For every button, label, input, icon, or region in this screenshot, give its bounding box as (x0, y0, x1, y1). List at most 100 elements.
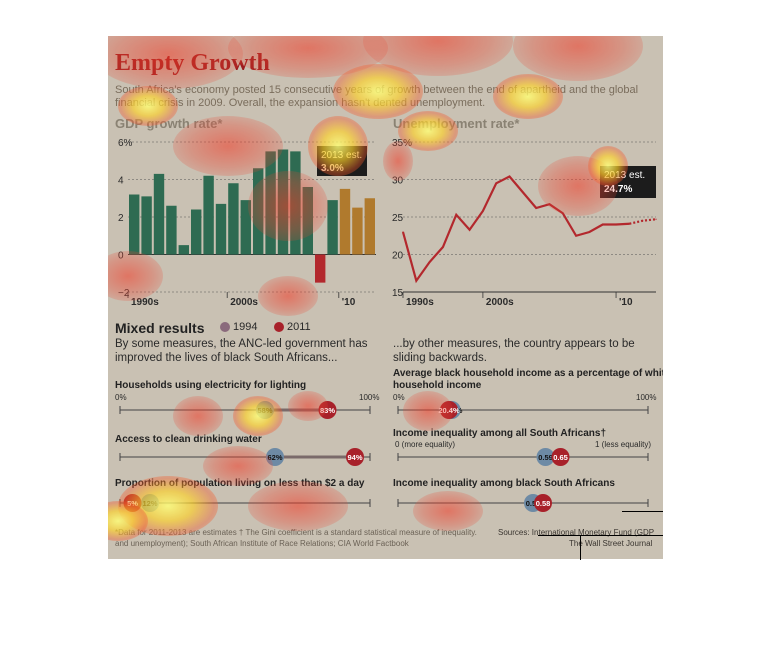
gdp-bar (228, 183, 239, 255)
unemployment-x-tick-label: '10 (619, 297, 633, 308)
unemployment-y-tick-label: 15 (392, 288, 404, 299)
unemployment-annotation-line-1: 2013 est. (604, 170, 645, 181)
gdp-y-tick-label: 0 (118, 251, 124, 262)
unemployment-y-tick-label: 35% (392, 138, 412, 149)
metric-gini-all-dot-1994 (536, 448, 555, 466)
gdp-bar (265, 151, 276, 255)
gdp-x-tick-label: 1990s (131, 297, 159, 308)
metric-gini-black-dot-2011 (534, 494, 552, 512)
credit-text: The Wall Street Journal (569, 539, 653, 548)
gdp-bar (253, 168, 264, 255)
unemployment-point (455, 214, 457, 216)
gdp-bar (277, 149, 289, 255)
gdp-bar (153, 173, 165, 255)
unemployment-point (402, 231, 404, 233)
right-intro-line-2: sliding backwards. (393, 352, 487, 364)
metric-gini-all-value-1994: 0.59 (538, 453, 553, 462)
footnote-line-1: *Data for 2011-2013 are estimates † The … (115, 528, 477, 537)
metric-gini-black-value-2011: 0.58 (536, 499, 551, 508)
metric-poverty-value-1994: 12% (142, 499, 157, 508)
metric-poverty-value-2011: 5% (127, 499, 138, 508)
unemployment-point (482, 210, 484, 212)
gdp-annotation-line-2: 3.0% (321, 163, 344, 174)
metric-water-value-2011: 94% (347, 453, 362, 462)
gdp-bar (203, 175, 214, 255)
crop-mark-top (622, 511, 663, 512)
gdp-bar (290, 151, 301, 255)
page-title: Empty Growth (115, 50, 270, 76)
unemployment-x-tick-label: 2000s (486, 297, 514, 308)
gdp-bar (352, 207, 363, 255)
unemployment-point (575, 235, 577, 237)
legend-2011-swatch (274, 322, 284, 332)
gdp-bar (178, 245, 189, 255)
metric-water-label: Access to clean drinking water (115, 434, 262, 445)
metric-gini-all-dot-2011 (551, 448, 570, 466)
unemployment-point (588, 231, 591, 233)
legend-1994-label: 1994 (233, 321, 258, 333)
unemployment-point (522, 191, 524, 193)
gdp-y-tick-label: 4 (118, 176, 124, 187)
unemployment-point (655, 218, 657, 220)
metric-income-ratio-value-2011: 20.4% (438, 406, 460, 415)
gdp-bar (339, 188, 351, 255)
sources-text: Sources: International Monetary Fund (GD… (498, 528, 655, 537)
metric-income-ratio-label-1: Average black household income as a perc… (393, 368, 663, 379)
unemployment-line-estimate (629, 218, 657, 225)
crop-mark-middle (538, 535, 663, 536)
unemployment-chart-title: Unemployment rate* (393, 116, 520, 131)
legend-2011-label: 2011 (287, 321, 311, 333)
unemployment-y-tick-label: 30 (392, 176, 404, 187)
unemployment-point (602, 223, 604, 226)
gdp-annotation-line-1: 2013 est. (321, 150, 362, 161)
metric-income-ratio-scale-min: 0% (393, 393, 405, 402)
metric-gini-black-value-1994: 0.54 (526, 499, 541, 508)
metric-electricity-label: Households using electricity for lightin… (115, 380, 307, 391)
metric-gini-all-scale-min: 0 (more equality) (395, 440, 456, 449)
unemployment-point (442, 246, 444, 248)
metric-gini-all-scale-max: 1 (less equality) (595, 440, 652, 449)
right-intro-line-1: ...by other measures, the country appear… (393, 338, 635, 350)
gdp-bar (141, 196, 152, 255)
metric-income-ratio-label-2: household income (393, 380, 482, 391)
mixed-results-title: Mixed results (115, 320, 205, 336)
metric-water-dot-2011 (346, 448, 364, 466)
gdp-bar (191, 209, 202, 255)
gdp-x-tick-label: '10 (342, 297, 356, 308)
gdp-y-tick-label: 2 (118, 213, 124, 224)
metric-poverty-label: Proportion of population living on less … (115, 478, 365, 489)
gdp-bar (129, 194, 140, 255)
infographic: 6% 4 2 0 −2 1990s 2000s '10 2013 est. 3.0% 35% 30 25… (108, 36, 663, 559)
unemployment-point (535, 207, 537, 209)
unemployment-point (642, 220, 644, 222)
legend-1994-swatch (220, 322, 230, 332)
unemployment-point (468, 229, 471, 231)
footnote-line-2: and unemployment); South African Institu… (115, 539, 409, 548)
metric-income-ratio-scale-max: 100% (636, 393, 657, 402)
gdp-bar (315, 254, 326, 283)
subtitle-line-2: financial crisis in 2009. Overall, the e… (115, 97, 486, 109)
unemployment-point (508, 175, 511, 178)
unemployment-point (628, 223, 630, 225)
unemployment-point (548, 203, 551, 205)
gdp-bar (215, 203, 227, 255)
metric-water-value-1994: 62% (267, 453, 282, 462)
gdp-bar (302, 187, 313, 255)
unemployment-point (562, 212, 564, 214)
metric-electricity-value-2011: 83% (320, 406, 335, 415)
metric-gini-black-label: Income inequality among black South Afri… (393, 478, 615, 489)
gdp-bar (166, 205, 177, 255)
gdp-bar (364, 198, 375, 255)
metric-electricity-scale-max: 100% (359, 393, 380, 402)
unemployment-point (495, 182, 497, 184)
unemployment-point (615, 223, 617, 226)
subtitle-line-1: South Africa's economy posted 15 consecu… (115, 84, 639, 96)
unemployment-point (429, 261, 431, 263)
unemployment-point (415, 280, 417, 282)
gdp-x-tick-label: 2000s (230, 297, 258, 308)
metric-gini-all-value-2011: 0.65 (553, 453, 568, 462)
unemployment-y-tick-label: 20 (392, 251, 404, 262)
left-intro-line-1: By some measures, the ANC-led government… (115, 338, 368, 350)
unemployment-y-tick-label: 25 (392, 213, 404, 224)
unemployment-annotation-line-2: 24.7% (604, 184, 632, 195)
